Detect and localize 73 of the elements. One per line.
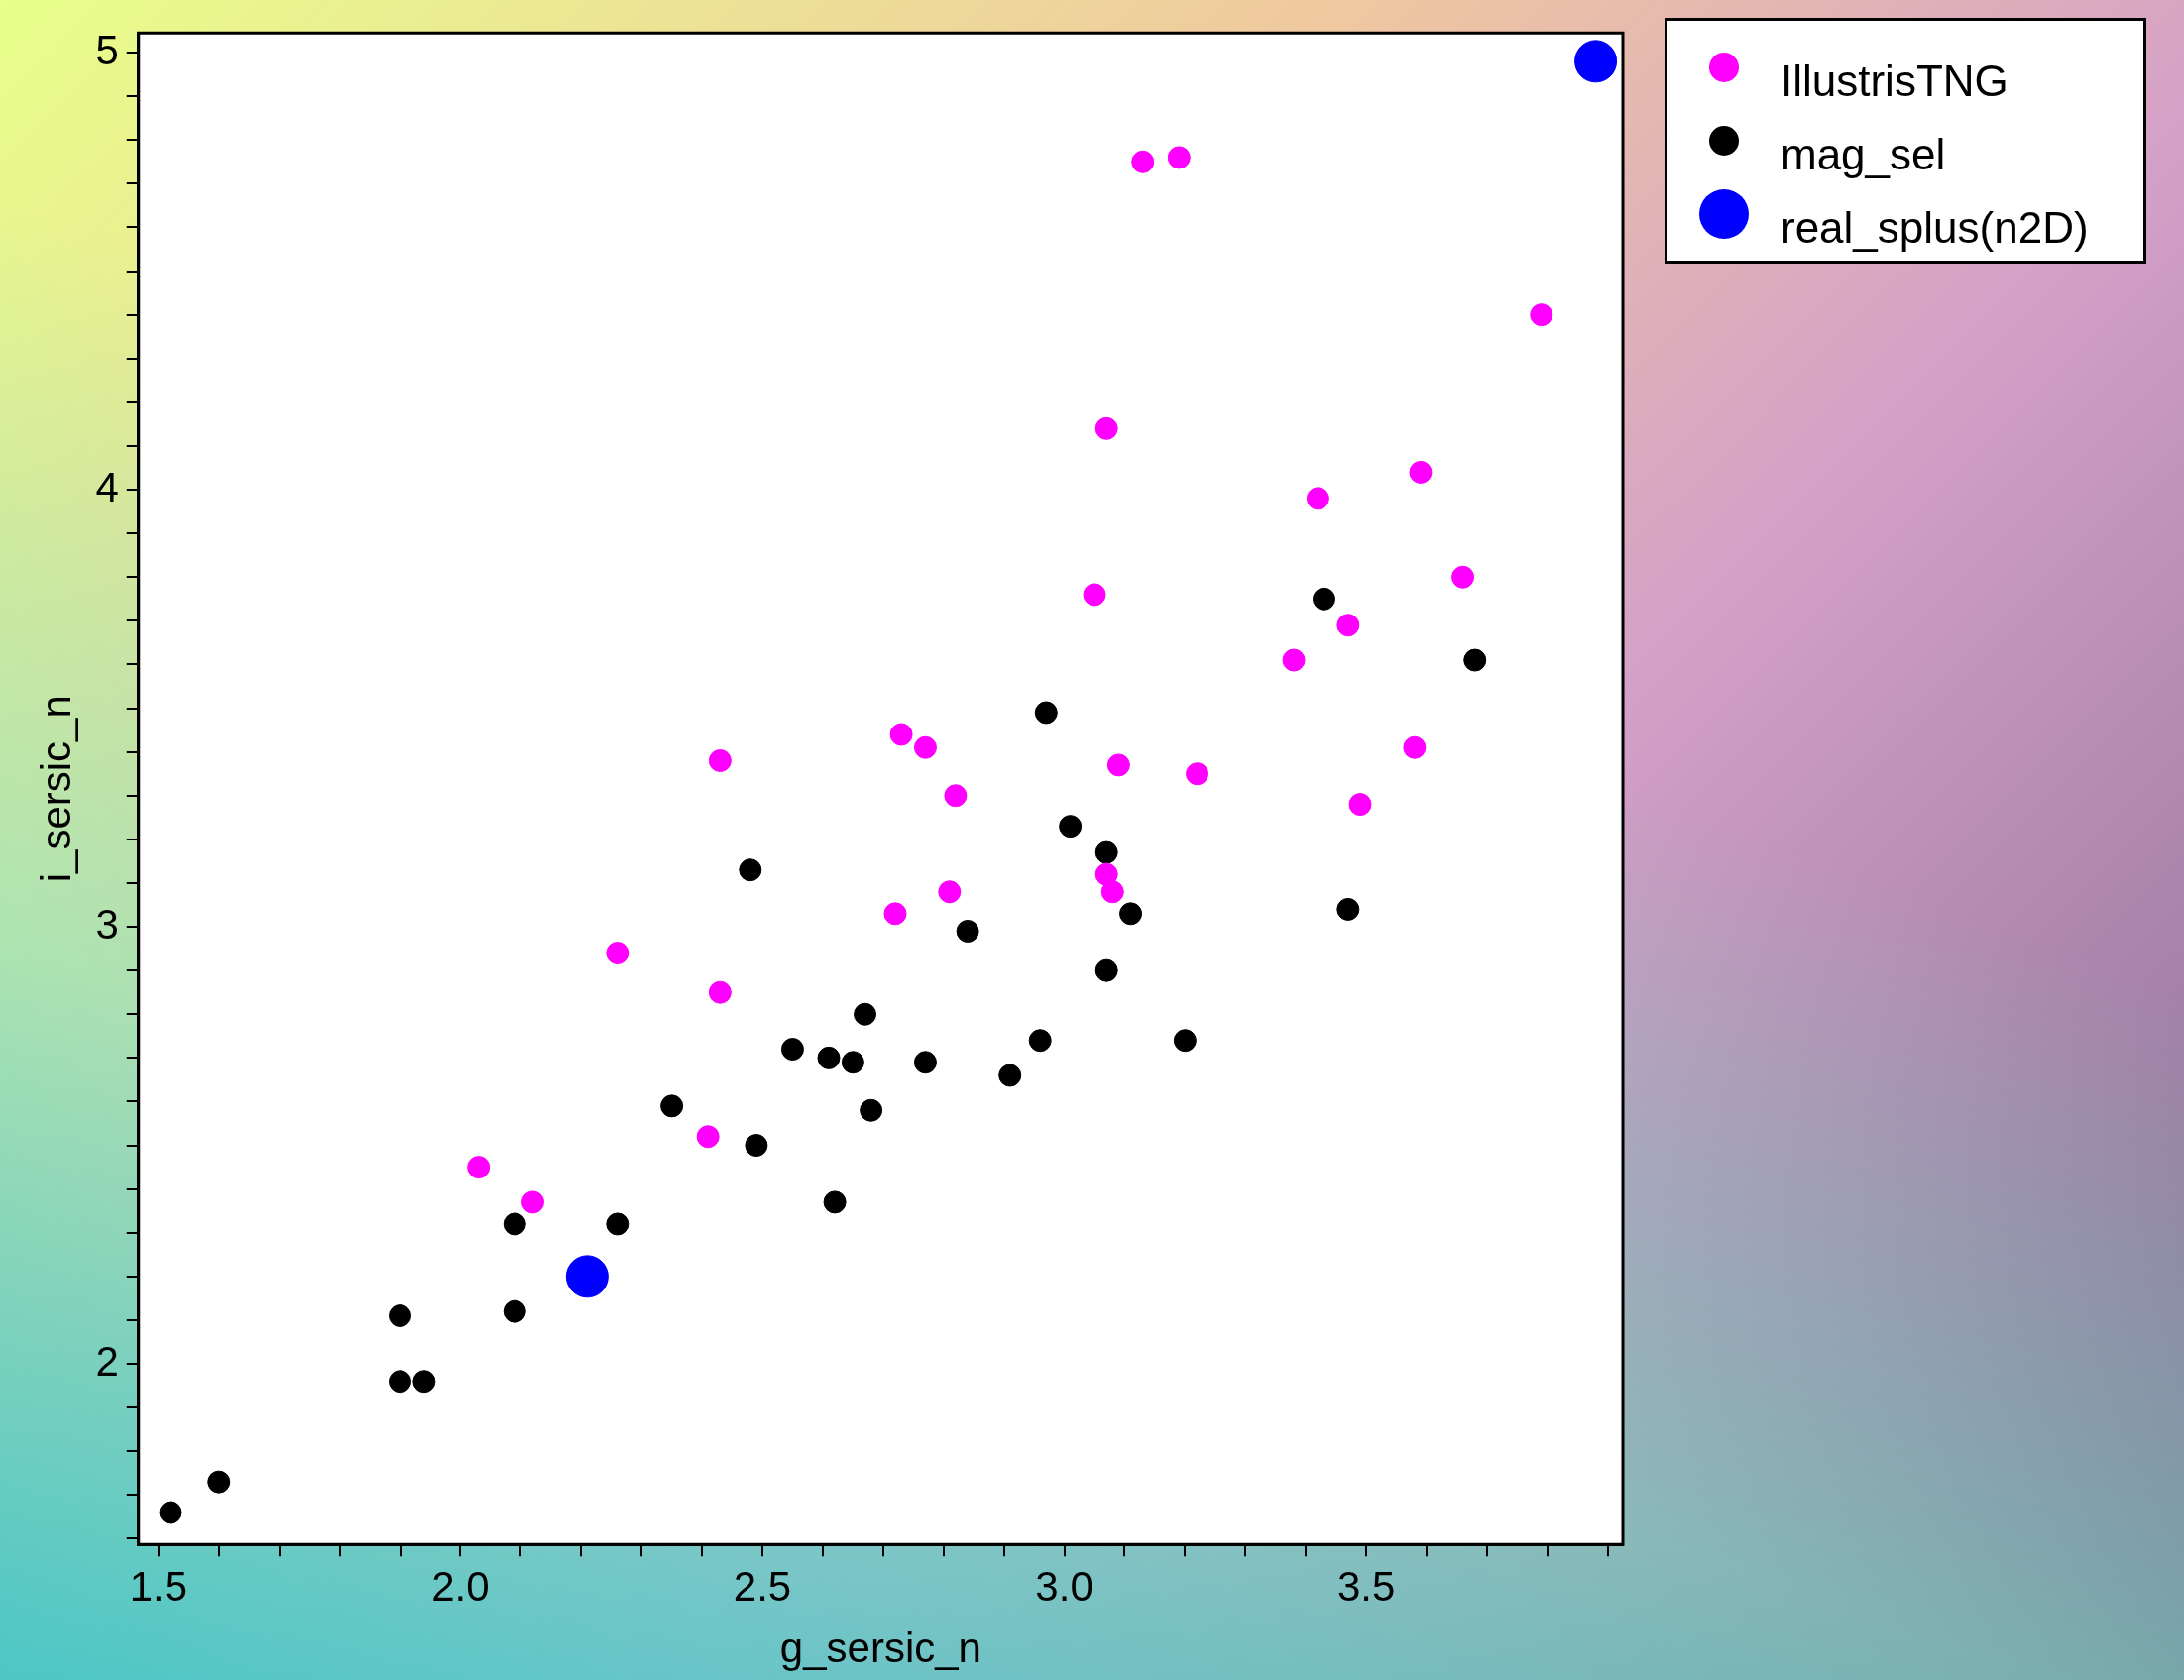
point [883,902,907,926]
legend-label: real_splus(n2D) [1781,203,2089,253]
point [207,1470,231,1494]
y-axis-title: i_sersic_n [32,695,79,883]
point [956,919,979,943]
point [1083,583,1106,607]
point [1094,416,1118,440]
x-tick-label: 2.5 [733,1562,792,1610]
legend-label: IllustrisTNG [1781,56,2009,106]
point [1094,862,1118,886]
point [1059,815,1083,839]
point [1094,958,1118,982]
x-tick-label: 3.0 [1035,1562,1093,1610]
point [606,942,630,965]
point [1336,614,1360,637]
point [841,1051,864,1074]
point [503,1299,526,1323]
point [159,1501,182,1524]
x-axis-title: g_sersic_n [779,1624,981,1672]
point [708,980,732,1004]
point [780,1038,804,1062]
point [1167,146,1191,169]
point [1574,40,1618,83]
point [739,858,762,882]
point [606,1212,630,1236]
point [1173,1029,1197,1053]
point [889,723,913,746]
point [1403,735,1427,759]
point [913,1051,937,1074]
y-tick-label: 3 [95,900,119,948]
point [1530,303,1553,327]
point [1034,701,1058,725]
point [1409,460,1433,484]
y-tick-label: 5 [95,26,119,73]
point [1451,565,1475,589]
x-tick-label: 2.0 [431,1562,490,1610]
point [1348,793,1372,817]
y-tick-label: 4 [95,463,119,510]
point [696,1125,720,1149]
point [1131,150,1155,173]
point [1282,648,1306,672]
point [817,1046,841,1069]
point [745,1134,768,1158]
point [503,1212,526,1236]
point [823,1190,847,1214]
point [1306,487,1329,510]
point [913,735,937,759]
x-tick-label: 3.5 [1336,1562,1396,1610]
point [860,1098,883,1122]
point [708,748,732,772]
point [1100,880,1124,904]
point [1336,897,1360,921]
point [1463,648,1487,672]
point [565,1255,609,1298]
y-tick-label: 2 [95,1337,119,1385]
point [854,1002,877,1026]
point [1094,840,1118,864]
point [467,1156,491,1179]
point [1106,753,1130,777]
point [1028,1029,1052,1053]
point [521,1190,545,1214]
point [944,784,968,808]
point [1186,762,1209,786]
point [938,880,962,904]
legend-label: mag_sel [1781,130,1946,179]
point [412,1370,436,1394]
x-tick-label: 1.5 [129,1562,188,1610]
point [389,1370,412,1394]
point [1312,587,1335,611]
point [1119,902,1143,926]
point [389,1304,412,1328]
point [660,1094,684,1118]
point [998,1064,1022,1087]
